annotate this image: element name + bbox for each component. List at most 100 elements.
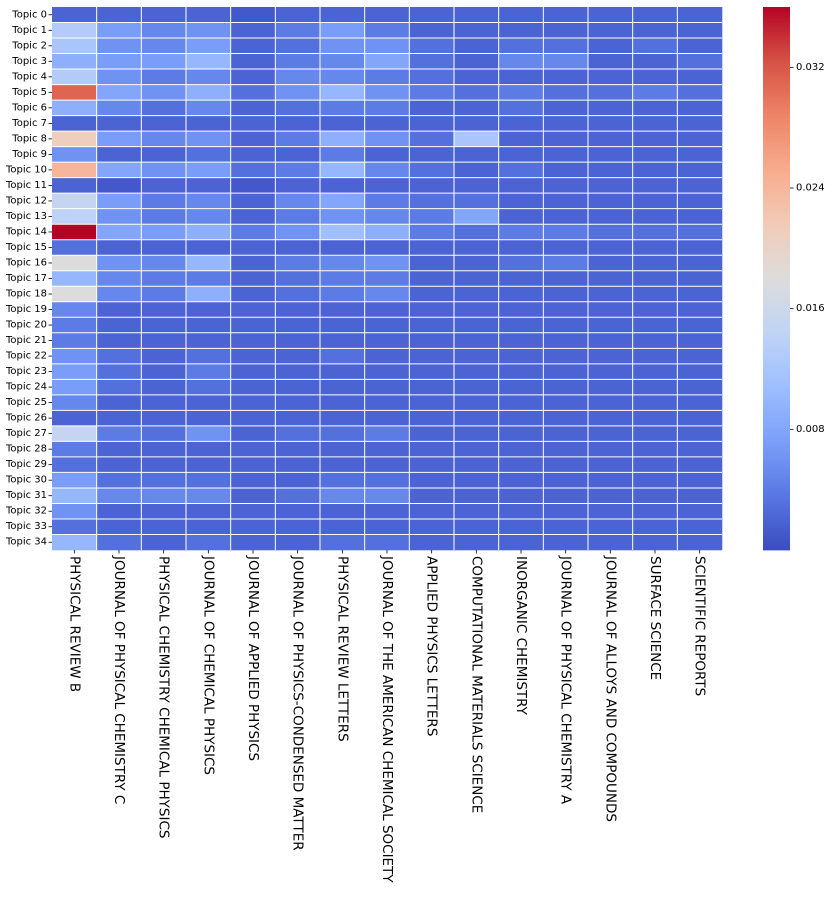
y-tick-label: Topic 16	[5, 257, 47, 268]
heatmap-cell	[141, 363, 187, 380]
colorbar-segment	[763, 256, 790, 260]
colorbar-segment	[763, 197, 790, 201]
heatmap-cell	[454, 193, 499, 209]
heatmap-cell	[96, 534, 142, 551]
heatmap-cell	[454, 410, 499, 427]
heatmap-cell	[275, 208, 321, 225]
heatmap-cell	[96, 363, 142, 380]
heatmap-cell	[320, 394, 365, 411]
heatmap-cell	[275, 100, 321, 116]
heatmap-cell	[186, 379, 231, 396]
y-tick-label: Topic 33	[5, 521, 47, 532]
heatmap-cell	[677, 162, 723, 178]
heatmap-cell	[52, 441, 97, 458]
heatmap-cell	[677, 177, 723, 194]
heatmap-cell	[320, 456, 365, 473]
heatmap-cell	[141, 255, 187, 272]
heatmap-cell	[498, 394, 544, 411]
x-tick-label: SURFACE SCIENCE	[647, 556, 663, 680]
heatmap-cell	[186, 487, 231, 504]
heatmap-cell	[275, 425, 321, 442]
heatmap-cell	[141, 177, 187, 194]
colorbar-segment	[763, 509, 790, 513]
heatmap-cell	[543, 441, 589, 458]
heatmap-cell	[543, 193, 589, 209]
heatmap-cell	[141, 100, 187, 116]
heatmap-cell	[498, 162, 544, 178]
colorbar-segment	[763, 172, 790, 176]
heatmap-cell	[96, 224, 142, 241]
heatmap-cell	[364, 410, 410, 427]
heatmap-cell	[320, 534, 365, 551]
heatmap-cell	[588, 441, 633, 458]
heatmap-cell	[320, 84, 365, 101]
heatmap-cell	[52, 394, 97, 411]
heatmap-cell	[364, 317, 410, 334]
heatmap-cell	[320, 146, 365, 163]
colorbar-segment	[763, 118, 790, 122]
x-tick-label: PHYSICAL CHEMISTRY CHEMICAL PHYSICS	[156, 556, 172, 838]
colorbar-segment	[763, 164, 790, 168]
heatmap-cell	[230, 22, 276, 39]
heatmap-cell	[454, 69, 499, 85]
heatmap-cell	[409, 487, 455, 504]
heatmap-cell	[186, 441, 231, 458]
colorbar-segment	[763, 36, 790, 40]
heatmap-cell	[632, 286, 678, 303]
heatmap-cell	[230, 472, 276, 489]
heatmap-cell	[364, 53, 410, 70]
heatmap-cell	[677, 301, 723, 318]
heatmap-cell	[454, 224, 499, 241]
heatmap-cell	[677, 410, 723, 427]
heatmap-cell	[52, 53, 97, 70]
heatmap-cell	[588, 394, 633, 411]
heatmap-cell	[498, 534, 544, 551]
heatmap-cell	[141, 162, 187, 178]
heatmap-cell	[454, 286, 499, 303]
heatmap-cell	[186, 348, 231, 365]
colorbar-segment	[763, 12, 790, 16]
heatmap-cell	[52, 270, 97, 287]
colorbar-segment	[763, 112, 790, 116]
heatmap-cell	[632, 38, 678, 54]
colorbar-segment	[763, 373, 790, 377]
heatmap-cell	[52, 224, 97, 241]
heatmap-cell	[588, 239, 633, 256]
heatmap-cell	[52, 534, 97, 551]
heatmap-cell	[275, 38, 321, 54]
heatmap-cell	[96, 146, 142, 163]
colorbar-segment	[763, 338, 790, 342]
heatmap-cell	[543, 286, 589, 303]
x-tick-label: JOURNAL OF PHYSICAL CHEMISTRY C	[111, 555, 127, 804]
heatmap-cell	[320, 487, 365, 504]
heatmap-cell	[677, 84, 723, 101]
colorbar-segment	[763, 104, 790, 108]
heatmap-cell	[677, 518, 723, 535]
heatmap-cell	[364, 22, 410, 39]
colorbar-segment	[763, 544, 790, 548]
heatmap-cell	[632, 239, 678, 256]
heatmap-cell	[588, 487, 633, 504]
colorbar-segment	[763, 34, 790, 38]
heatmap-cell	[364, 441, 410, 458]
heatmap-cell	[320, 270, 365, 287]
colorbar-segment	[763, 422, 790, 426]
heatmap-cell	[275, 534, 321, 551]
heatmap-cell	[454, 456, 499, 473]
colorbar-segment	[763, 332, 790, 336]
colorbar-segment	[763, 107, 790, 111]
heatmap-cell	[141, 22, 187, 39]
heatmap-cell	[141, 38, 187, 54]
heatmap-cell	[364, 332, 410, 349]
heatmap-cell	[498, 7, 544, 23]
colorbar-segment	[763, 64, 790, 68]
heatmap-cell	[454, 131, 499, 147]
colorbar-segment	[763, 525, 790, 529]
heatmap-cell	[230, 332, 276, 349]
colorbar-segment	[763, 110, 790, 114]
heatmap-cell	[230, 534, 276, 551]
colorbar-segment	[763, 102, 790, 106]
colorbar-segment	[763, 156, 790, 160]
heatmap-cell	[588, 425, 633, 442]
heatmap-cell	[632, 162, 678, 178]
